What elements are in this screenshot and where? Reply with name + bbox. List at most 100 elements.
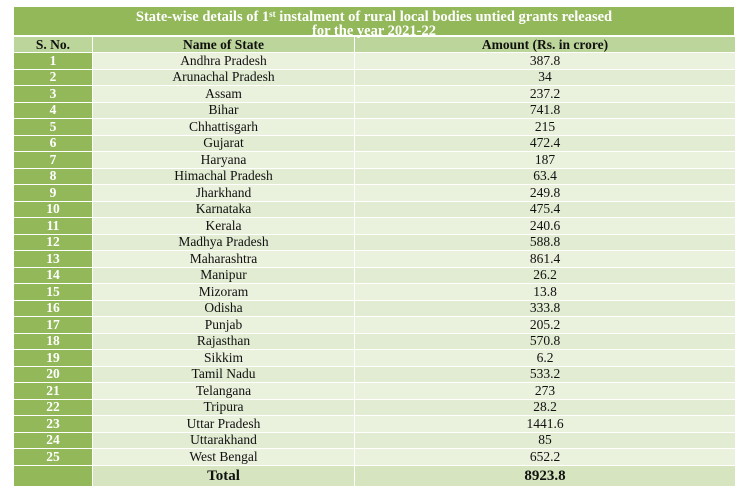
table-body: 1 Andhra Pradesh 387.8 2 Arunachal Pradesh 34… <box>13 52 736 466</box>
table-row: 22 Tripura 28.2 <box>13 398 736 416</box>
row-amount: 861.4 <box>354 250 736 268</box>
table-row: 19 Sikkim 6.2 <box>13 349 736 367</box>
row-state: Karnataka <box>92 200 355 218</box>
row-sno: 18 <box>13 332 93 350</box>
row-sno: 11 <box>13 217 93 235</box>
table-row: 21 Telangana 273 <box>13 382 736 400</box>
header-state: Name of State <box>92 36 355 53</box>
row-amount: 28.2 <box>354 398 736 416</box>
row-sno: 20 <box>13 365 93 383</box>
row-sno: 12 <box>13 233 93 251</box>
row-amount: 34 <box>354 68 736 86</box>
table-row: 16 Odisha 333.8 <box>13 299 736 317</box>
table-title: State-wise details of 1st instalment of … <box>13 6 735 39</box>
total-label: Total <box>92 464 355 487</box>
row-state: Himachal Pradesh <box>92 167 355 185</box>
table-row: 1 Andhra Pradesh 387.8 <box>13 52 736 70</box>
row-amount: 215 <box>354 118 736 136</box>
table-row: 12 Madhya Pradesh 588.8 <box>13 233 736 251</box>
row-amount: 1441.6 <box>354 415 736 433</box>
table-row: 5 Chhattisgarh 215 <box>13 118 736 136</box>
table-row: 6 Gujarat 472.4 <box>13 134 736 152</box>
row-amount: 237.2 <box>354 85 736 103</box>
row-amount: 588.8 <box>354 233 736 251</box>
row-state: Odisha <box>92 299 355 317</box>
row-amount: 240.6 <box>354 217 736 235</box>
row-sno: 14 <box>13 266 93 284</box>
row-amount: 187 <box>354 151 736 169</box>
row-sno: 5 <box>13 118 93 136</box>
row-state: Maharashtra <box>92 250 355 268</box>
table-row: 10 Karnataka 475.4 <box>13 200 736 218</box>
row-state: Madhya Pradesh <box>92 233 355 251</box>
row-amount: 652.2 <box>354 448 736 466</box>
total-amount: 8923.8 <box>354 464 736 487</box>
total-row: Total 8923.8 <box>13 464 736 487</box>
row-state: Assam <box>92 85 355 103</box>
row-sno: 9 <box>13 184 93 202</box>
row-state: Manipur <box>92 266 355 284</box>
row-amount: 387.8 <box>354 52 736 70</box>
row-state: Jharkhand <box>92 184 355 202</box>
title-line2: for the year 2021-22 <box>312 23 436 39</box>
row-amount: 333.8 <box>354 299 736 317</box>
row-state: Andhra Pradesh <box>92 52 355 70</box>
row-amount: 475.4 <box>354 200 736 218</box>
table-row: 24 Uttarakhand 85 <box>13 431 736 449</box>
row-state: Gujarat <box>92 134 355 152</box>
header-sno: S. No. <box>13 36 93 53</box>
row-sno: 25 <box>13 448 93 466</box>
row-state: Chhattisgarh <box>92 118 355 136</box>
row-sno: 6 <box>13 134 93 152</box>
header-row: S. No. Name of State Amount (Rs. in cror… <box>13 36 736 53</box>
table-row: 20 Tamil Nadu 533.2 <box>13 365 736 383</box>
row-sno: 1 <box>13 52 93 70</box>
row-state: Haryana <box>92 151 355 169</box>
table-row: 13 Maharashtra 861.4 <box>13 250 736 268</box>
row-amount: 472.4 <box>354 134 736 152</box>
row-sno: 2 <box>13 68 93 86</box>
row-sno: 24 <box>13 431 93 449</box>
table-row: 18 Rajasthan 570.8 <box>13 332 736 350</box>
row-sno: 7 <box>13 151 93 169</box>
row-state: Bihar <box>92 101 355 119</box>
row-sno: 21 <box>13 382 93 400</box>
table-row: 14 Manipur 26.2 <box>13 266 736 284</box>
table-row: 15 Mizoram 13.8 <box>13 283 736 301</box>
title-superscript: st <box>269 9 276 19</box>
title-line1-suffix: instalment of rural local bodies untied … <box>275 9 613 25</box>
grants-table-container: State-wise details of 1st instalment of … <box>13 6 736 487</box>
row-sno: 4 <box>13 101 93 119</box>
row-amount: 205.2 <box>354 316 736 334</box>
table-row: 25 West Bengal 652.2 <box>13 448 736 466</box>
row-amount: 13.8 <box>354 283 736 301</box>
table-row: 4 Bihar 741.8 <box>13 101 736 119</box>
row-sno: 17 <box>13 316 93 334</box>
row-sno: 3 <box>13 85 93 103</box>
table-row: 9 Jharkhand 249.8 <box>13 184 736 202</box>
row-amount: 273 <box>354 382 736 400</box>
table-row: 23 Uttar Pradesh 1441.6 <box>13 415 736 433</box>
table-row: 11 Kerala 240.6 <box>13 217 736 235</box>
row-sno: 8 <box>13 167 93 185</box>
row-sno: 15 <box>13 283 93 301</box>
row-amount: 6.2 <box>354 349 736 367</box>
table-row: 7 Haryana 187 <box>13 151 736 169</box>
row-state: Tripura <box>92 398 355 416</box>
row-state: Telangana <box>92 382 355 400</box>
row-amount: 26.2 <box>354 266 736 284</box>
row-amount: 570.8 <box>354 332 736 350</box>
row-state: Uttarakhand <box>92 431 355 449</box>
total-sno-cell <box>13 464 93 487</box>
row-state: West Bengal <box>92 448 355 466</box>
row-amount: 249.8 <box>354 184 736 202</box>
row-state: Rajasthan <box>92 332 355 350</box>
row-state: Sikkim <box>92 349 355 367</box>
table-row: 17 Punjab 205.2 <box>13 316 736 334</box>
row-amount: 533.2 <box>354 365 736 383</box>
row-sno: 22 <box>13 398 93 416</box>
row-sno: 16 <box>13 299 93 317</box>
table-row: 3 Assam 237.2 <box>13 85 736 103</box>
table-row: 8 Himachal Pradesh 63.4 <box>13 167 736 185</box>
row-state: Punjab <box>92 316 355 334</box>
